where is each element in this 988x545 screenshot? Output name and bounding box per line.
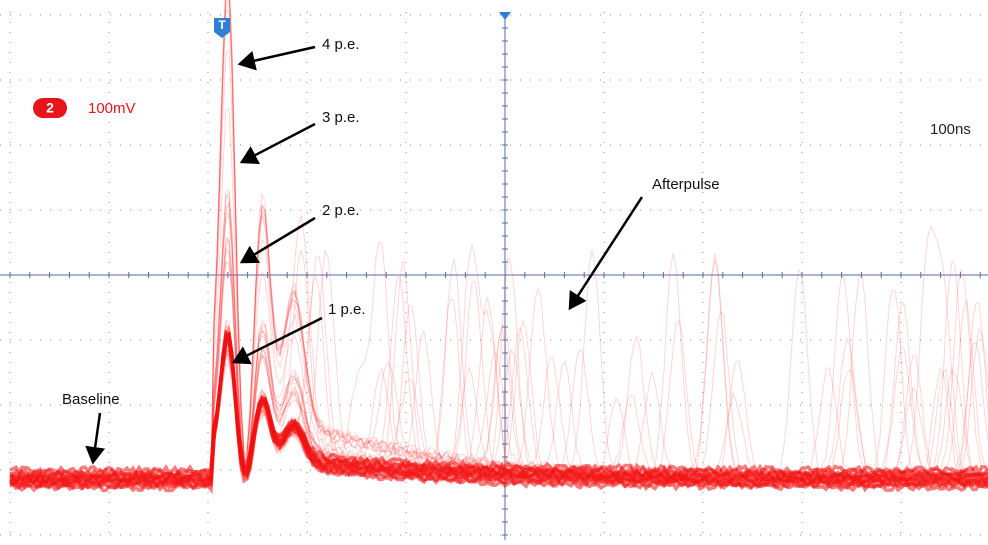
waveform-trace <box>10 301 988 485</box>
arrow <box>240 47 315 64</box>
page: {"trigger_marker": "T", "channel": {"num… <box>0 0 988 540</box>
annotation: 1 p.e. <box>328 301 366 318</box>
waveform-trace <box>10 215 988 483</box>
oscilloscope-screen: T 2 100mV 100ns 4 p.e. 3 p.e. 2 p.e. 1 p… <box>0 0 988 540</box>
time-reference-marker <box>499 12 511 20</box>
waveform-trace <box>10 9 988 488</box>
timebase: 100ns <box>930 121 971 138</box>
arrow <box>570 197 642 308</box>
annotation: 4 p.e. <box>322 36 360 53</box>
waveforms <box>10 0 988 491</box>
channel-scale: 100mV <box>88 100 136 117</box>
annotation: 2 p.e. <box>322 202 360 219</box>
waveform-trace <box>10 50 988 485</box>
annotation: Afterpulse <box>652 176 720 193</box>
waveform-trace <box>10 108 988 484</box>
waveform-trace <box>10 227 988 485</box>
arrow <box>242 124 315 162</box>
channel-number: 2 <box>46 100 54 116</box>
annotation: Baseline <box>62 391 120 408</box>
arrow <box>93 413 100 462</box>
trigger-marker: T <box>218 18 226 32</box>
waveform-trace <box>10 303 988 483</box>
annotation: 3 p.e. <box>322 109 360 126</box>
